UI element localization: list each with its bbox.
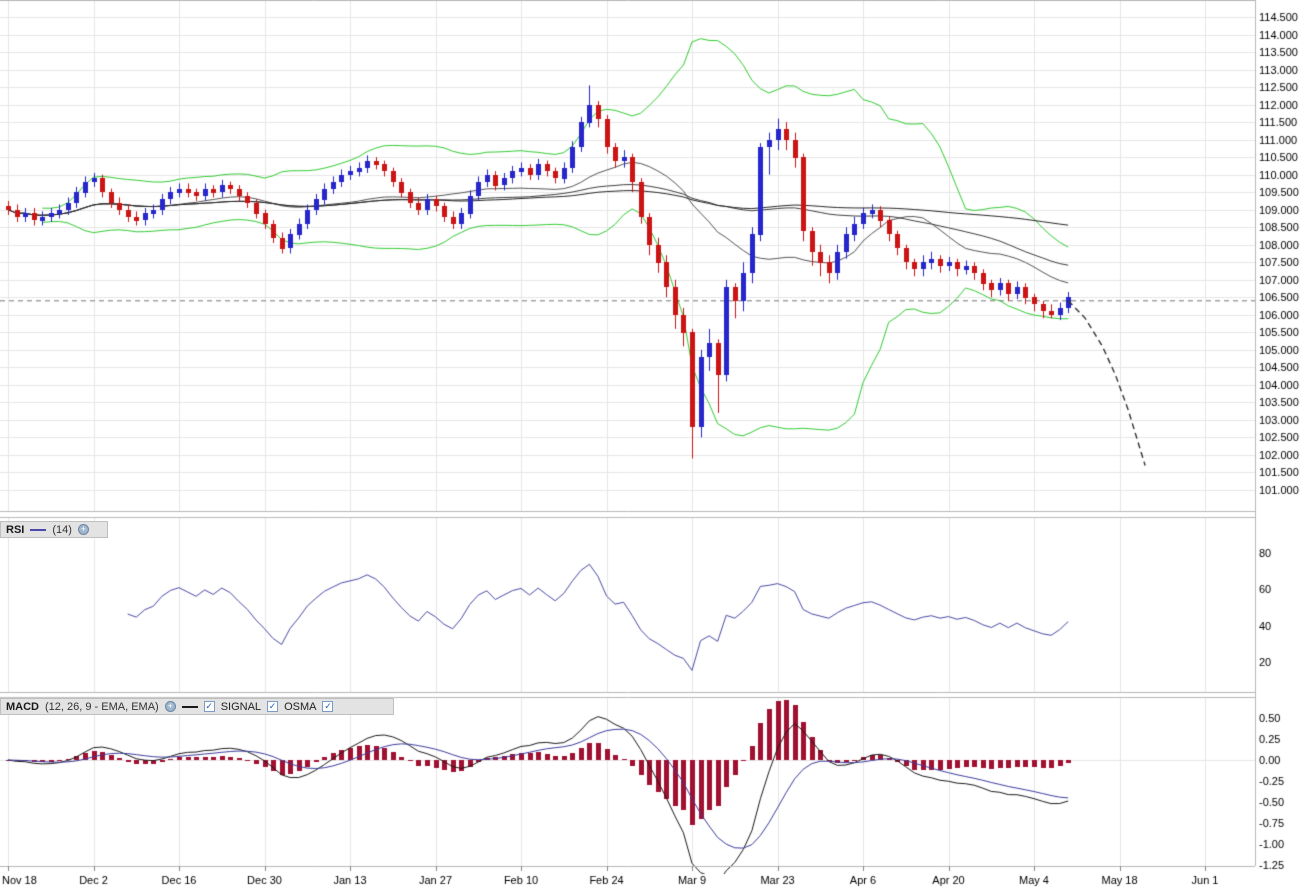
rsi-label: RSI — [6, 523, 25, 536]
macd-visibility-checkbox[interactable] — [203, 701, 215, 712]
macd-settings-icon[interactable] — [164, 701, 176, 712]
rsi-settings-icon[interactable] — [77, 524, 89, 535]
macd-panel-header: MACD (12, 26, 9 - EMA, EMA) SIGNAL OSMA — [0, 698, 394, 715]
rsi-line-sample-icon — [30, 528, 47, 531]
signal-visibility-checkbox[interactable] — [267, 701, 279, 712]
macd-line-sample-icon — [181, 705, 198, 708]
osma-visibility-checkbox[interactable] — [322, 701, 334, 712]
rsi-panel-header: RSI (14) — [0, 521, 108, 538]
macd-label: MACD — [6, 700, 39, 713]
osma-label: OSMA — [284, 700, 317, 713]
rsi-params: (14) — [52, 523, 72, 536]
signal-label: SIGNAL — [220, 700, 262, 713]
macd-params: (12, 26, 9 - EMA, EMA) — [45, 700, 159, 713]
